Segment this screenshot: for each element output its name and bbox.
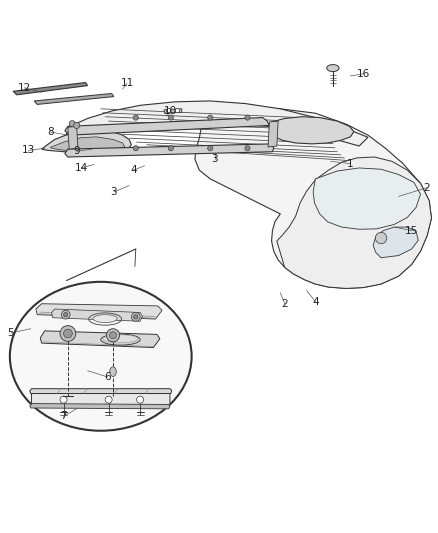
Text: 5: 5 — [7, 328, 14, 338]
Circle shape — [208, 115, 213, 120]
Circle shape — [133, 146, 138, 151]
Text: 9: 9 — [73, 146, 80, 156]
Polygon shape — [30, 403, 170, 409]
Polygon shape — [269, 117, 354, 144]
Polygon shape — [64, 101, 368, 149]
Polygon shape — [65, 144, 274, 157]
Ellipse shape — [327, 64, 339, 71]
Circle shape — [245, 146, 250, 151]
Circle shape — [134, 314, 138, 319]
Polygon shape — [373, 227, 418, 258]
Circle shape — [106, 329, 120, 342]
Circle shape — [168, 146, 173, 151]
Text: 15: 15 — [405, 225, 418, 236]
Text: 12: 12 — [18, 83, 31, 93]
Circle shape — [64, 329, 72, 338]
Circle shape — [166, 108, 171, 113]
Text: 7: 7 — [60, 411, 67, 421]
Ellipse shape — [101, 334, 140, 345]
Polygon shape — [313, 168, 420, 229]
Circle shape — [375, 232, 387, 244]
Circle shape — [110, 332, 117, 339]
Ellipse shape — [93, 314, 117, 322]
Text: 16: 16 — [357, 69, 370, 79]
Text: 11: 11 — [120, 78, 134, 88]
Polygon shape — [42, 130, 131, 154]
Polygon shape — [40, 331, 160, 348]
Circle shape — [208, 146, 213, 151]
Circle shape — [105, 396, 112, 403]
Polygon shape — [268, 121, 278, 147]
Text: 2: 2 — [281, 298, 288, 309]
Text: 10: 10 — [164, 106, 177, 116]
Text: 3: 3 — [110, 187, 117, 197]
Circle shape — [60, 396, 67, 403]
Text: 14: 14 — [74, 163, 88, 173]
Ellipse shape — [110, 367, 117, 376]
Text: 1: 1 — [347, 159, 354, 168]
Text: 2: 2 — [424, 183, 431, 192]
Circle shape — [61, 310, 70, 319]
Polygon shape — [13, 83, 88, 95]
Ellipse shape — [103, 335, 138, 343]
Polygon shape — [68, 126, 78, 149]
Polygon shape — [36, 304, 162, 319]
Circle shape — [133, 115, 138, 120]
Polygon shape — [277, 157, 431, 288]
Circle shape — [131, 312, 140, 321]
Polygon shape — [30, 389, 172, 393]
Ellipse shape — [10, 282, 192, 431]
Polygon shape — [52, 309, 142, 321]
Polygon shape — [195, 109, 431, 288]
Polygon shape — [50, 137, 125, 152]
Polygon shape — [34, 93, 114, 104]
Circle shape — [60, 326, 76, 342]
Polygon shape — [65, 118, 269, 135]
Circle shape — [175, 108, 180, 113]
Text: 6: 6 — [104, 372, 111, 382]
Polygon shape — [32, 393, 170, 405]
Text: 4: 4 — [312, 296, 319, 306]
Circle shape — [69, 120, 75, 127]
Text: 3: 3 — [211, 154, 218, 164]
Text: 8: 8 — [47, 127, 54, 137]
Circle shape — [64, 312, 68, 317]
Text: 13: 13 — [22, 146, 35, 156]
Text: 4: 4 — [130, 165, 137, 175]
Polygon shape — [164, 109, 182, 113]
Circle shape — [137, 396, 144, 403]
Circle shape — [168, 115, 173, 120]
Circle shape — [245, 115, 250, 120]
Circle shape — [74, 123, 80, 128]
